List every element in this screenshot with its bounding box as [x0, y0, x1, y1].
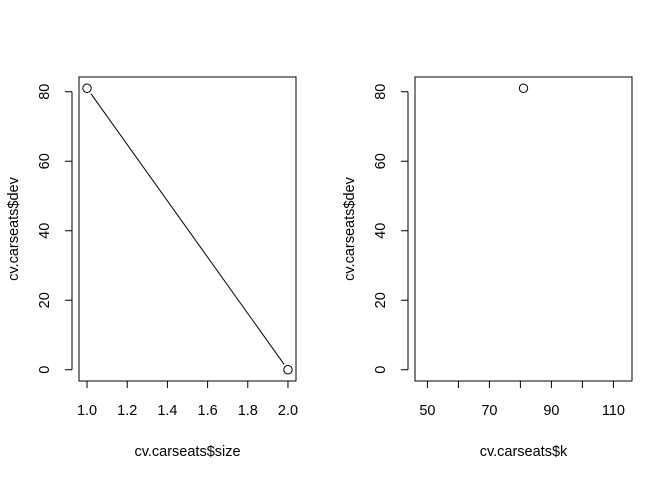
y-tick-label: 80	[37, 84, 53, 100]
y-axis-title: cv.carseats$dev	[342, 176, 358, 280]
x-tick-label: 1.6	[198, 403, 218, 419]
data-marks	[518, 83, 529, 93]
data-marks	[82, 83, 293, 375]
panel-k-vs-dev: cv.carseats$k cv.carseats$dev 50 70 90 110 …	[342, 76, 633, 460]
panel-size-vs-dev: cv.carseats$size cv.carseats$dev 1.0 1.2 1…	[6, 76, 298, 460]
x-tick-label: 90	[543, 403, 559, 419]
y-axis: 0 20 40 60 80	[373, 84, 409, 374]
x-axis-title: cv.carseats$k	[480, 444, 568, 460]
x-axis: 1.0 1.2 1.4 1.6 1.8 2.0	[77, 380, 298, 419]
x-tick-label: 1.4	[157, 403, 177, 419]
y-tick-label: 40	[373, 223, 389, 239]
y-axis: 0 20 40 60 80	[37, 84, 73, 374]
y-tick-label: 80	[373, 84, 389, 100]
data-point	[82, 83, 92, 93]
series-line-segment	[90, 93, 285, 365]
data-point	[518, 83, 529, 93]
data-point	[283, 365, 293, 375]
x-tick-label: 2.0	[278, 403, 298, 419]
x-axis-title: cv.carseats$size	[134, 444, 240, 460]
x-tick-label: 1.2	[117, 403, 137, 419]
y-tick-label: 20	[373, 292, 389, 308]
x-tick-label: 50	[419, 403, 435, 419]
y-tick-label: 60	[373, 153, 389, 169]
y-tick-label: 0	[373, 366, 389, 374]
x-tick-label: 110	[602, 403, 625, 419]
y-tick-label: 60	[37, 153, 53, 169]
y-tick-label: 0	[37, 366, 53, 374]
x-tick-label: 70	[481, 403, 497, 419]
y-axis-title: cv.carseats$dev	[6, 176, 22, 280]
y-tick-label: 40	[37, 223, 53, 239]
y-tick-label: 20	[37, 292, 53, 308]
x-tick-label: 1.0	[77, 403, 97, 419]
x-axis: 50 70 90 110	[419, 380, 625, 419]
x-tick-label: 1.8	[238, 403, 258, 419]
plot-frame	[414, 76, 633, 382]
